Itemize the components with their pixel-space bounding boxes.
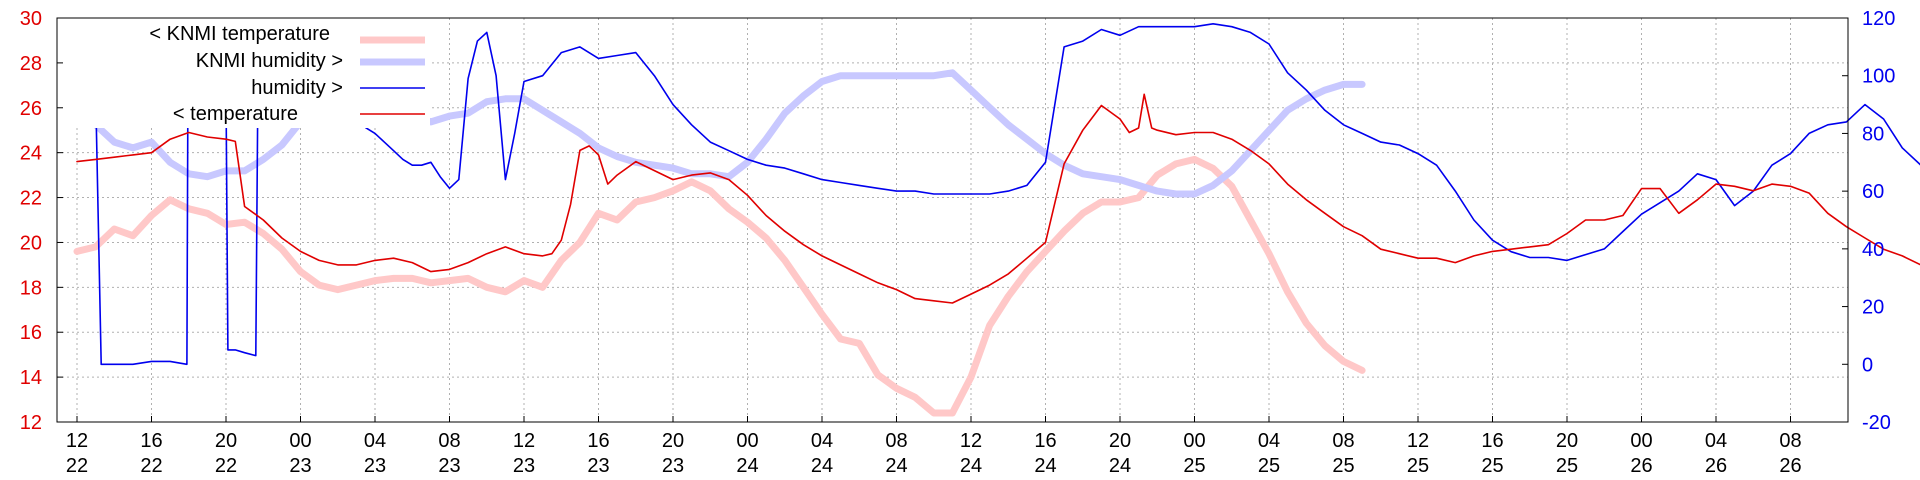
x-tick-label-hour: 12 — [960, 430, 982, 452]
x-tick-label-hour: 08 — [885, 430, 907, 452]
y-left-tick-label: 28 — [20, 53, 42, 75]
x-tick-label-hour: 12 — [66, 430, 88, 452]
x-tick-label-hour: 08 — [1779, 430, 1801, 452]
x-tick-label-hour: 20 — [1109, 430, 1131, 452]
x-tick-label-day: 24 — [1109, 455, 1131, 477]
x-tick-label-day: 23 — [587, 455, 609, 477]
x-tick-label-day: 24 — [811, 455, 833, 477]
y-right-tick-label: 60 — [1862, 181, 1884, 203]
legend-label-temperature: < temperature — [173, 103, 298, 125]
x-tick-label-hour: 00 — [736, 430, 758, 452]
series-line-knmi-humidity — [73, 69, 1366, 198]
y-left-tick-label: 20 — [20, 232, 42, 254]
x-tick-label-day: 25 — [1258, 455, 1280, 477]
y-left-tick-label: 18 — [20, 277, 42, 299]
x-tick-label-hour: 20 — [1556, 430, 1578, 452]
y-right-tick-label: 20 — [1862, 297, 1884, 319]
grid-lines — [57, 18, 1848, 422]
legend-label-knmi-humidity: KNMI humidity > — [196, 50, 343, 72]
x-tick-label-day: 22 — [215, 455, 237, 477]
x-tick-label-day: 24 — [960, 455, 982, 477]
series-line-temperature — [76, 93, 1920, 304]
x-tick-label-hour: 20 — [662, 430, 684, 452]
y-right-tick-label: 100 — [1862, 66, 1895, 88]
legend: < KNMI temperature KNMI humidity > humid… — [55, 18, 430, 128]
x-tick-label-hour: 12 — [1407, 430, 1429, 452]
y-right-tick-label: 80 — [1862, 123, 1884, 145]
y-left-tick-label: 16 — [20, 322, 42, 344]
y-left-tick-label: 24 — [20, 143, 42, 165]
y-right-tick-label: 0 — [1862, 354, 1873, 376]
x-tick-label-hour: 12 — [513, 430, 535, 452]
x-tick-label-day: 26 — [1779, 455, 1801, 477]
x-tick-label-hour: 04 — [811, 430, 833, 452]
x-tick-label-hour: 16 — [587, 430, 609, 452]
x-tick-label-day: 23 — [438, 455, 460, 477]
plot-frame — [56, 17, 1849, 423]
x-tick-label-hour: 04 — [1705, 430, 1727, 452]
y-left-tick-label: 30 — [20, 8, 42, 30]
y-left-tick-label: 12 — [20, 412, 42, 434]
x-tick-label-day: 23 — [289, 455, 311, 477]
x-tick-label-hour: 00 — [1183, 430, 1205, 452]
legend-label-knmi-temperature: < KNMI temperature — [149, 23, 330, 45]
y-right-tick-label: 40 — [1862, 239, 1884, 261]
x-tick-label-day: 22 — [66, 455, 88, 477]
x-tick-label-day: 24 — [736, 455, 758, 477]
y-left-tick-label: 22 — [20, 188, 42, 210]
axis-ticks: 12 22 16 22 20 22 00 23 04 23 08 23 12 23 16 23 20 23 00 24… — [20, 8, 1896, 477]
x-tick-label-hour: 00 — [1630, 430, 1652, 452]
x-tick-label-hour: 04 — [364, 430, 386, 452]
series-lines — [73, 22, 1920, 417]
x-tick-label-day: 25 — [1407, 455, 1429, 477]
x-tick-label-hour: 04 — [1258, 430, 1280, 452]
x-tick-label-day: 25 — [1556, 455, 1578, 477]
y-left-tick-label: 14 — [20, 367, 42, 389]
y-right-tick-label: 120 — [1862, 8, 1895, 30]
x-tick-label-day: 24 — [885, 455, 907, 477]
x-tick-label-day: 25 — [1183, 455, 1205, 477]
x-tick-label-hour: 16 — [140, 430, 162, 452]
x-tick-label-hour: 08 — [1332, 430, 1354, 452]
y-left-tick-label: 26 — [20, 98, 42, 120]
x-tick-label-hour: 20 — [215, 430, 237, 452]
x-tick-label-day: 26 — [1705, 455, 1727, 477]
legend-box — [55, 18, 430, 128]
x-tick-label-day: 25 — [1332, 455, 1354, 477]
x-tick-label-day: 22 — [140, 455, 162, 477]
x-tick-label-day: 26 — [1630, 455, 1652, 477]
x-tick-label-hour: 16 — [1481, 430, 1503, 452]
x-tick-label-hour: 08 — [438, 430, 460, 452]
x-tick-label-day: 23 — [513, 455, 535, 477]
x-tick-label-day: 23 — [662, 455, 684, 477]
x-tick-label-hour: 16 — [1034, 430, 1056, 452]
y-right-tick-label: -20 — [1862, 412, 1891, 434]
x-tick-label-day: 25 — [1481, 455, 1503, 477]
x-tick-label-day: 24 — [1034, 455, 1056, 477]
legend-label-humidity: humidity > — [251, 77, 343, 99]
x-tick-label-day: 23 — [364, 455, 386, 477]
x-tick-label-hour: 00 — [289, 430, 311, 452]
